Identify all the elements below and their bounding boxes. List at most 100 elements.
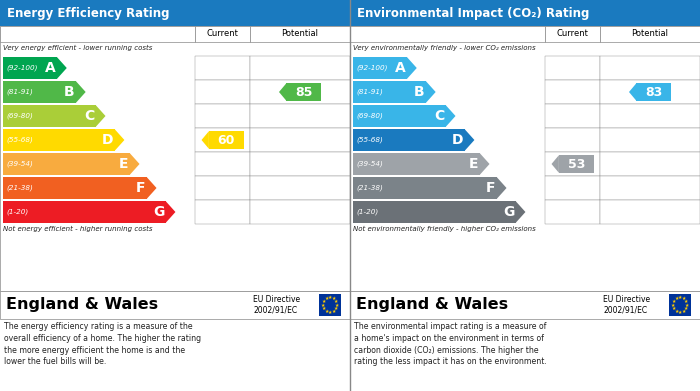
Text: (69-80): (69-80) (6, 113, 33, 119)
Bar (3, 129, 115, 151)
Bar (353, 57, 407, 79)
Bar (636, 83, 671, 101)
Polygon shape (76, 81, 85, 103)
Text: C: C (435, 109, 444, 123)
Bar (250, 26, 350, 42)
Bar (545, 176, 600, 200)
Bar (195, 56, 250, 80)
Polygon shape (407, 57, 416, 79)
Polygon shape (426, 81, 435, 103)
Text: The energy efficiency rating is a measure of the
overall efficiency of a home. T: The energy efficiency rating is a measur… (4, 322, 201, 366)
Bar (559, 155, 594, 173)
Bar (600, 56, 700, 80)
Text: ★: ★ (671, 306, 676, 311)
Text: Current: Current (206, 29, 239, 38)
Text: ★: ★ (684, 299, 688, 304)
Polygon shape (165, 201, 176, 223)
Bar (250, 176, 350, 200)
Bar (600, 176, 700, 200)
Text: ★: ★ (671, 299, 676, 304)
Bar (350, 26, 545, 42)
Bar (353, 81, 426, 103)
Text: 53: 53 (568, 158, 585, 170)
Bar (195, 152, 250, 176)
Text: (81-91): (81-91) (6, 89, 33, 95)
Polygon shape (279, 83, 286, 101)
Text: England & Wales: England & Wales (356, 298, 508, 312)
Polygon shape (57, 57, 66, 79)
Text: (21-38): (21-38) (6, 185, 33, 191)
Bar (3, 105, 96, 127)
Text: ★: ★ (674, 296, 678, 301)
Bar (0, 291, 350, 319)
Text: (55-68): (55-68) (6, 137, 33, 143)
Text: ★: ★ (681, 296, 686, 301)
Bar (353, 153, 480, 175)
Bar (250, 128, 350, 152)
Text: ★: ★ (331, 296, 336, 301)
Bar (545, 26, 600, 42)
Polygon shape (146, 177, 157, 199)
Bar (669, 294, 691, 316)
Bar (350, 26, 700, 291)
Polygon shape (552, 155, 559, 173)
Text: E: E (119, 157, 129, 171)
Polygon shape (465, 129, 475, 151)
Text: ★: ★ (321, 306, 326, 311)
Text: ★: ★ (678, 310, 682, 315)
Text: England & Wales: England & Wales (6, 298, 158, 312)
Text: D: D (102, 133, 113, 147)
Bar (250, 56, 350, 80)
Bar (3, 57, 57, 79)
Bar (545, 80, 600, 104)
Text: 60: 60 (218, 133, 235, 147)
Text: 85: 85 (295, 86, 312, 99)
Text: Not environmentally friendly - higher CO₂ emissions: Not environmentally friendly - higher CO… (353, 226, 536, 232)
Bar (250, 80, 350, 104)
Bar (600, 152, 700, 176)
Text: ★: ★ (684, 306, 688, 311)
Text: Energy Efficiency Rating: Energy Efficiency Rating (7, 7, 169, 20)
Text: (69-80): (69-80) (356, 113, 383, 119)
Text: ★: ★ (678, 295, 682, 300)
Polygon shape (446, 105, 456, 127)
Text: B: B (64, 85, 75, 99)
Text: G: G (153, 205, 164, 219)
Text: The environmental impact rating is a measure of
a home's impact on the environme: The environmental impact rating is a mea… (354, 322, 547, 366)
Text: A: A (45, 61, 56, 75)
Bar (250, 104, 350, 128)
Text: 83: 83 (645, 86, 662, 99)
Bar (209, 131, 244, 149)
Text: (39-54): (39-54) (6, 161, 33, 167)
Text: D: D (452, 133, 463, 147)
Bar (545, 56, 600, 80)
Text: ★: ★ (685, 303, 690, 307)
Text: ★: ★ (681, 308, 686, 314)
Polygon shape (496, 177, 507, 199)
Bar (195, 80, 250, 104)
Polygon shape (515, 201, 526, 223)
Bar (195, 104, 250, 128)
Bar (195, 26, 250, 42)
Bar (545, 128, 600, 152)
Bar (286, 83, 321, 101)
Text: ★: ★ (331, 308, 336, 314)
Text: Not energy efficient - higher running costs: Not energy efficient - higher running co… (3, 226, 153, 232)
Bar (600, 104, 700, 128)
Bar (250, 152, 350, 176)
Bar (353, 105, 446, 127)
Bar (600, 128, 700, 152)
Text: (92-100): (92-100) (356, 65, 388, 71)
Text: (81-91): (81-91) (356, 89, 383, 95)
Polygon shape (629, 83, 636, 101)
Text: ★: ★ (321, 299, 326, 304)
Bar (600, 26, 700, 42)
Bar (3, 177, 146, 199)
Polygon shape (130, 153, 139, 175)
Text: Environmental Impact (CO₂) Rating: Environmental Impact (CO₂) Rating (357, 7, 589, 20)
Bar (195, 176, 250, 200)
Bar (600, 80, 700, 104)
Text: ★: ★ (334, 299, 338, 304)
Text: F: F (486, 181, 496, 195)
Bar (3, 153, 130, 175)
